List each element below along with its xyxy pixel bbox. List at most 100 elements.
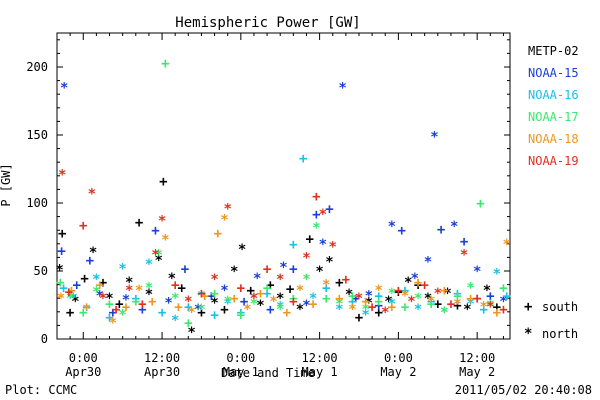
data-point-south: + (256, 286, 264, 302)
data-point-north: * (276, 291, 284, 307)
data-point-north: * (361, 302, 369, 318)
data-point-south: + (420, 278, 428, 294)
x-tick-time-label: 12:00 (144, 351, 180, 365)
x-tick-date-label: May 2 (459, 365, 495, 379)
data-point-north: * (171, 313, 179, 329)
legend-entry: NOAA-17 (528, 110, 579, 124)
chart-title: Hemispheric Power [GW] (175, 15, 360, 31)
y-tick-label: 150 (26, 128, 48, 142)
data-point-north: * (89, 245, 97, 261)
data-point-north: * (473, 264, 481, 280)
data-point-north: * (210, 272, 218, 288)
data-point-north: * (424, 254, 432, 270)
data-point-south: + (335, 275, 343, 291)
data-point-north: * (168, 271, 176, 287)
data-point-south: + (158, 305, 166, 321)
data-point-south: + (151, 223, 159, 239)
plot-timestamp: 2011/05/02 20:40:08 (455, 383, 592, 397)
x-tick-date-label: Apr30 (65, 365, 101, 379)
data-point-south: + (237, 305, 245, 321)
data-point-south: + (214, 226, 222, 242)
x-tick-time-label: 0:00 (69, 351, 98, 365)
data-point-north: * (118, 308, 126, 324)
data-point-south: + (57, 244, 65, 260)
data-point-north: * (453, 297, 461, 313)
data-point-south: + (440, 283, 448, 299)
data-point-south: + (237, 280, 245, 296)
data-point-north: * (348, 302, 356, 318)
data-point-south: + (480, 302, 488, 318)
symbol-legend-label: south (542, 300, 578, 314)
data-point-south: + (184, 316, 192, 332)
data-point-north: * (450, 219, 458, 235)
data-point-south: + (237, 308, 245, 324)
x-tick-time-label: 12:00 (459, 351, 495, 365)
data-point-south: + (289, 291, 297, 307)
data-point-north: * (187, 305, 195, 321)
data-point-south: + (289, 237, 297, 253)
data-point-south: + (66, 305, 74, 321)
data-point-south: + (368, 299, 376, 315)
data-point-north: * (57, 291, 65, 307)
data-point-south: + (348, 288, 356, 304)
data-point-north: * (486, 298, 494, 314)
data-point-south: + (322, 280, 330, 296)
data-point-south: + (394, 283, 402, 299)
data-point-north: * (60, 80, 68, 96)
scatter-points: *++*+*+* +*+**+*+*+* +**+*+*+*+**+*+*+*+* +… (55, 56, 511, 341)
data-point-south: + (437, 222, 445, 238)
legend-entry: NOAA-16 (528, 88, 579, 102)
data-point-south: + (453, 288, 461, 304)
data-point-south: + (342, 272, 350, 288)
data-point-south: + (105, 297, 113, 313)
data-point-south: + (220, 302, 228, 318)
data-point-south: + (283, 305, 291, 321)
data-point-north: * (414, 291, 422, 307)
data-point-south: + (148, 294, 156, 310)
data-point-north: * (424, 291, 432, 307)
data-point-north: * (220, 283, 228, 299)
data-point-north: * (145, 257, 153, 273)
data-point-south: + (184, 299, 192, 315)
data-point-north: * (483, 283, 491, 299)
data-point-north: * (223, 297, 231, 313)
data-point-north: * (220, 212, 228, 228)
data-point-south: + (414, 275, 422, 291)
data-point-north: * (58, 167, 66, 183)
data-point-south: + (355, 310, 363, 326)
x-tick-time-label: 0:00 (384, 351, 413, 365)
data-point-north: * (105, 291, 113, 307)
data-point-south: + (414, 278, 422, 294)
data-point-north: * (430, 129, 438, 145)
data-point-north: * (411, 271, 419, 287)
data-point-south: + (361, 294, 369, 310)
data-point-north: * (345, 287, 353, 303)
data-point-north: * (296, 283, 304, 299)
data-point-north: * (440, 305, 448, 321)
data-point-south: + (473, 291, 481, 307)
symbol-legend-label: north (542, 327, 578, 341)
data-point-north: * (197, 302, 205, 318)
data-point-south: + (246, 283, 254, 299)
data-point-south: + (109, 305, 117, 321)
data-point-south: + (99, 275, 107, 291)
legend-entry: METP-02 (528, 44, 579, 58)
data-point-north: * (197, 288, 205, 304)
data-point-north: * (486, 299, 494, 315)
data-point-south: + (427, 294, 435, 310)
x-axis-label: Date and Time (221, 366, 315, 380)
data-point-north: * (92, 284, 100, 300)
data-point-north: * (71, 294, 79, 310)
symbol-legend-marker: * (524, 326, 532, 342)
data-point-south: + (263, 286, 271, 302)
y-tick-label: 50 (34, 264, 48, 278)
data-point-north: * (466, 297, 474, 313)
data-point-north: * (171, 291, 179, 307)
data-point-south: + (263, 280, 271, 296)
data-point-south: + (374, 294, 382, 310)
data-point-south: + (325, 201, 333, 217)
plot-area-frame (56, 32, 511, 340)
y-axis-ticks: 0 50 100 150 200 (26, 39, 510, 346)
data-point-north: * (302, 272, 310, 288)
